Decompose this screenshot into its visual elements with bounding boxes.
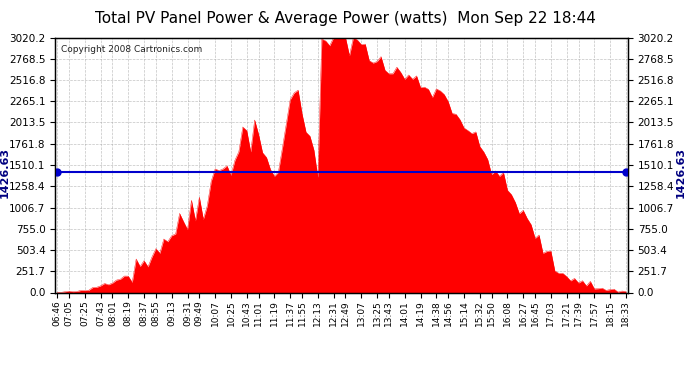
Text: Total PV Panel Power & Average Power (watts)  Mon Sep 22 18:44: Total PV Panel Power & Average Power (wa… xyxy=(95,11,595,26)
Text: Copyright 2008 Cartronics.com: Copyright 2008 Cartronics.com xyxy=(61,45,202,54)
Text: 1426.63: 1426.63 xyxy=(0,147,10,198)
Text: 1426.63: 1426.63 xyxy=(676,147,686,198)
